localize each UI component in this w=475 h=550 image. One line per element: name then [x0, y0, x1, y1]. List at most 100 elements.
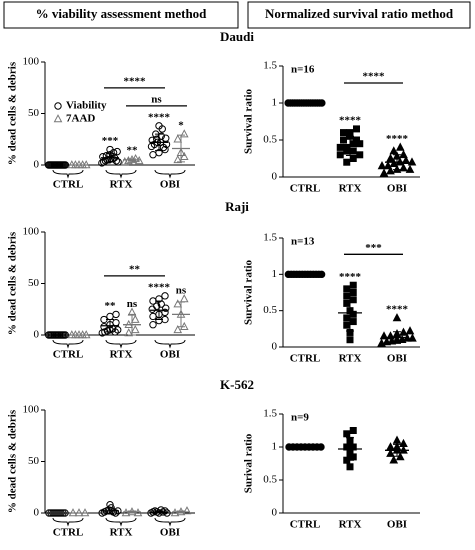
- point: [161, 308, 169, 317]
- error-bar: [155, 510, 163, 514]
- legend-symbol: [53, 114, 63, 123]
- significance: **: [127, 144, 139, 156]
- x-tick-label: OBI: [387, 519, 407, 531]
- significance: ns: [176, 284, 187, 296]
- n-label: n=13: [291, 236, 315, 248]
- point: [149, 151, 157, 159]
- error-bar: [346, 437, 354, 461]
- point: [173, 154, 183, 164]
- y-tick-label: 0.5: [263, 134, 277, 146]
- x-tick-label: RTX: [110, 179, 133, 191]
- point: [386, 442, 395, 451]
- point: [317, 443, 325, 451]
- x-tick-label: CTRL: [290, 519, 321, 531]
- x-tick-label: CTRL: [53, 179, 84, 191]
- error-bar: [106, 507, 114, 515]
- bracket-label: ***: [365, 242, 382, 254]
- category-brace: [105, 339, 137, 349]
- point: [173, 134, 183, 143]
- point: [130, 314, 140, 323]
- y-tick-label: 1: [272, 268, 278, 280]
- error-bar: [106, 319, 114, 333]
- bracket-label: ****: [124, 75, 147, 87]
- point: [163, 509, 171, 517]
- bracket-label: ns: [151, 93, 162, 105]
- y-tick-label: 1: [272, 441, 278, 453]
- error-bar: [155, 300, 163, 321]
- error-bar: [128, 510, 136, 514]
- x-tick-label: CTRL: [53, 527, 84, 539]
- point: [112, 318, 120, 327]
- point: [112, 310, 120, 319]
- y-tick-label: 0.5: [263, 304, 277, 316]
- y-tick-label: 1: [272, 97, 278, 109]
- y-tick-label: 100: [23, 404, 40, 416]
- category-brace: [52, 169, 84, 179]
- point: [379, 168, 389, 177]
- y-tick-label: 1.5: [263, 232, 277, 244]
- point: [182, 506, 192, 515]
- y-tick-label: 0: [272, 341, 278, 353]
- point: [162, 140, 171, 149]
- x-tick-label: OBI: [160, 527, 180, 539]
- point: [179, 151, 189, 161]
- x-tick-label: RTX: [339, 519, 362, 531]
- significance: ****: [386, 133, 409, 145]
- point: [395, 142, 405, 151]
- significance: ns: [127, 298, 138, 310]
- y-tick-label: 50: [28, 107, 40, 119]
- y-axis-label: Surival ratio: [243, 433, 255, 493]
- x-tick-label: RTX: [339, 183, 362, 195]
- point: [349, 289, 357, 296]
- error-bar: [346, 135, 354, 157]
- error-bar: [177, 301, 185, 328]
- point: [399, 149, 408, 159]
- point: [148, 305, 156, 313]
- point: [149, 321, 157, 329]
- point: [318, 99, 326, 107]
- point: [111, 509, 120, 517]
- header-box: [247, 1, 471, 29]
- y-axis-label: % dead cells & debris: [7, 409, 19, 513]
- significance: ****: [386, 303, 409, 315]
- y-tick-label: 50: [28, 277, 40, 289]
- point: [353, 136, 360, 144]
- panel-title: Raji: [225, 199, 249, 214]
- point: [343, 321, 351, 329]
- x-tick-label: OBI: [160, 349, 180, 361]
- point: [386, 166, 395, 175]
- error-bar: [128, 158, 136, 162]
- point: [162, 304, 170, 312]
- point: [340, 136, 347, 144]
- point: [389, 158, 399, 167]
- point: [343, 285, 351, 293]
- y-tick-label: 100: [23, 56, 40, 68]
- y-tick-label: 0.5: [263, 474, 277, 486]
- point: [346, 463, 354, 471]
- y-axis-label: % dead cells & debris: [7, 231, 19, 335]
- category-brace: [105, 169, 137, 179]
- point: [346, 129, 354, 137]
- point: [343, 158, 351, 166]
- error-bar: [346, 294, 354, 332]
- point: [356, 151, 364, 159]
- point: [106, 145, 114, 154]
- significance: ****: [148, 111, 171, 123]
- x-tick-label: CTRL: [290, 183, 321, 195]
- category-brace: [154, 169, 186, 179]
- point: [386, 153, 395, 162]
- category-brace: [154, 339, 186, 349]
- x-tick-label: CTRL: [53, 349, 84, 361]
- point: [179, 129, 189, 138]
- y-tick-label: 0: [34, 507, 40, 519]
- y-axis-label: Survival ratio: [243, 88, 255, 154]
- point: [155, 122, 163, 130]
- category-brace: [52, 517, 84, 527]
- point: [106, 312, 114, 321]
- point: [336, 151, 344, 159]
- point: [161, 292, 169, 300]
- point: [407, 157, 417, 166]
- x-tick-label: RTX: [339, 353, 362, 365]
- y-tick-label: 0: [34, 159, 40, 171]
